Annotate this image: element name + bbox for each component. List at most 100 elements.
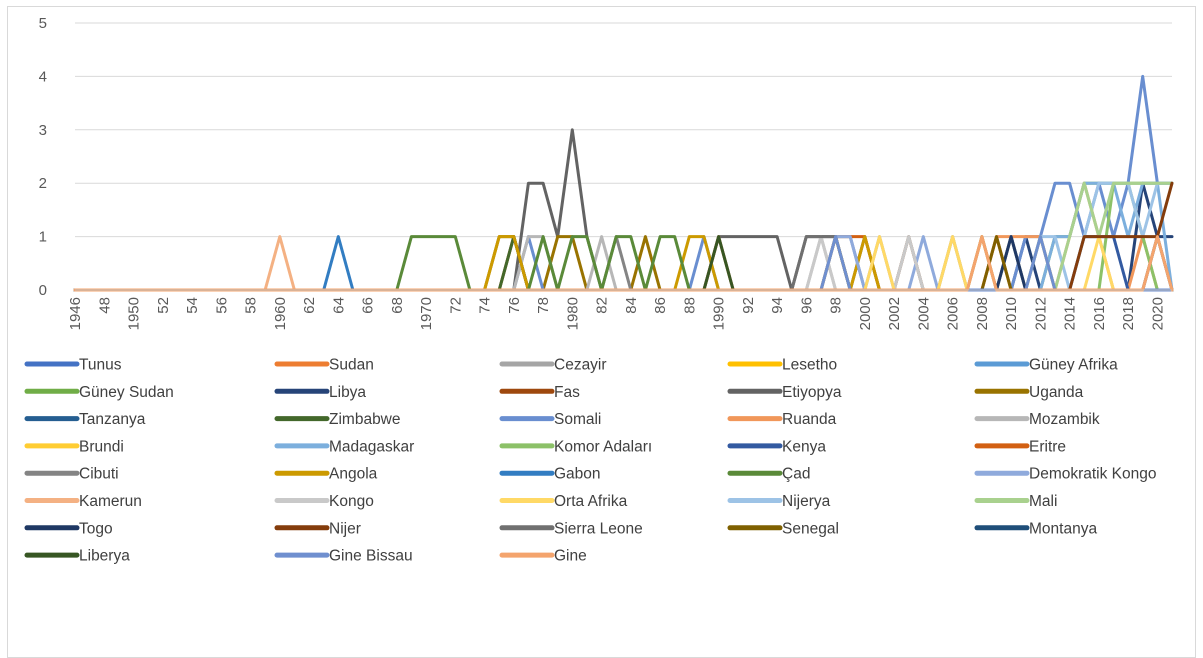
x-tick-label: 2008 <box>974 297 991 330</box>
legend-label: Madagaskar <box>329 438 414 455</box>
x-tick-label: 2014 <box>1062 297 1079 330</box>
x-tick-label: 72 <box>447 297 464 314</box>
legend-label: Tunus <box>79 357 122 374</box>
x-tick-label: 92 <box>740 297 757 314</box>
legend-label: Cibuti <box>79 466 119 483</box>
legend-label: Eritre <box>1029 438 1066 455</box>
x-tick-label: 1946 <box>67 297 84 330</box>
legend-item: Sierra Leone <box>499 520 643 537</box>
legend-label: Kongo <box>329 493 374 510</box>
legend-label: Togo <box>79 520 113 537</box>
x-tick-label: 48 <box>96 297 113 314</box>
legend-item: Libya <box>274 384 366 401</box>
x-tick-label: 96 <box>798 297 815 314</box>
x-tick-label: 58 <box>243 297 260 314</box>
legend-label: Sierra Leone <box>554 520 643 537</box>
legend-item: Nijerya <box>727 493 831 510</box>
legend-item: Gabon <box>499 466 601 483</box>
legend-item: Kenya <box>727 438 826 455</box>
legend-label: Mozambik <box>1029 411 1100 428</box>
legend-label: Komor Adaları <box>554 438 652 455</box>
x-tick-label: 2016 <box>1091 297 1108 330</box>
x-tick-label: 2006 <box>945 297 962 330</box>
legend-label: Nijer <box>329 520 361 537</box>
x-tick-label: 2018 <box>1120 297 1137 330</box>
legend-item: Montanya <box>974 520 1097 537</box>
legend-item: Komor Adaları <box>499 438 652 455</box>
legend: Tunus Sudan Cezayir Lesetho Güney Afrika Güne… <box>24 357 1157 565</box>
legend-item: Tanzanya <box>24 411 146 428</box>
legend-item: Somali <box>499 411 601 428</box>
x-tick-label: 2010 <box>1003 297 1020 330</box>
legend-item: Etiyopya <box>727 384 842 401</box>
x-tick-label: 68 <box>389 297 406 314</box>
legend-item: Mozambik <box>974 411 1100 428</box>
legend-item: Zimbabwe <box>274 411 401 428</box>
x-tick-label: 1990 <box>711 297 728 330</box>
legend-label: Demokratik Kongo <box>1029 466 1157 483</box>
axes: 0 1 2 3 4 5 1946 48 1950 52 54 56 58 1960 62 64 66 68 1970… <box>39 15 1172 330</box>
x-tick-label: 84 <box>623 297 640 314</box>
x-tick-label: 86 <box>652 297 669 314</box>
legend-item: Kamerun <box>24 493 142 510</box>
legend-item: Mali <box>974 493 1057 510</box>
x-tick-label: 2012 <box>1032 297 1049 330</box>
legend-item: Eritre <box>974 438 1066 455</box>
y-tick-label: 1 <box>39 229 47 246</box>
y-tick-label: 5 <box>39 15 47 32</box>
x-tick-label: 2002 <box>886 297 903 330</box>
legend-label: Nijerya <box>782 493 831 510</box>
legend-item: Cezayir <box>499 357 607 374</box>
legend-label: Güney Afrika <box>1029 357 1118 374</box>
legend-item: Kongo <box>274 493 374 510</box>
legend-item: Ruanda <box>727 411 837 428</box>
legend-item: Brundi <box>24 438 124 455</box>
legend-item: Orta Afrika <box>499 493 628 510</box>
legend-label: Kamerun <box>79 493 142 510</box>
x-tick-label: 94 <box>769 297 786 314</box>
legend-label: Zimbabwe <box>329 411 401 428</box>
x-tick-label: 56 <box>213 297 230 314</box>
legend-label: Cezayir <box>554 357 607 374</box>
legend-label: Etiyopya <box>782 384 842 401</box>
x-tick-label: 2000 <box>857 297 874 330</box>
x-tick-label: 52 <box>155 297 172 314</box>
legend-label: Somali <box>554 411 601 428</box>
legend-item: Madagaskar <box>274 438 414 455</box>
legend-item: Çad <box>727 466 810 483</box>
legend-item: Liberya <box>24 548 130 565</box>
legend-label: Güney Sudan <box>79 384 174 401</box>
legend-label: Gine <box>554 548 587 565</box>
y-tick-label: 0 <box>39 282 47 299</box>
x-tick-label: 54 <box>184 297 201 314</box>
legend-item: Uganda <box>974 384 1084 401</box>
chart-frame <box>7 6 1196 658</box>
legend-item: Nijer <box>274 520 361 537</box>
x-tick-label: 76 <box>506 297 523 314</box>
legend-label: Fas <box>554 384 580 401</box>
x-tick-label: 74 <box>477 297 494 314</box>
legend-label: Montanya <box>1029 520 1097 537</box>
x-tick-label: 66 <box>360 297 377 314</box>
x-tick-label: 2020 <box>1149 297 1166 330</box>
legend-item: Sudan <box>274 357 374 374</box>
x-tick-label: 1960 <box>272 297 289 330</box>
legend-label: Lesetho <box>782 357 837 374</box>
y-tick-label: 4 <box>39 68 47 85</box>
legend-item: Fas <box>499 384 580 401</box>
legend-item: Cibuti <box>24 466 119 483</box>
legend-item: Gine <box>499 548 587 565</box>
x-tick-label: 1980 <box>564 297 581 330</box>
legend-label: Mali <box>1029 493 1057 510</box>
legend-label: Gabon <box>554 466 601 483</box>
y-tick-label: 2 <box>39 175 47 192</box>
legend-label: Orta Afrika <box>554 493 628 510</box>
legend-label: Tanzanya <box>79 411 146 428</box>
legend-item: Güney Afrika <box>974 357 1118 374</box>
legend-item: Güney Sudan <box>24 384 174 401</box>
legend-label: Gine Bissau <box>329 548 413 565</box>
legend-label: Ruanda <box>782 411 837 428</box>
legend-label: Brundi <box>79 438 124 455</box>
legend-item: Lesetho <box>727 357 837 374</box>
